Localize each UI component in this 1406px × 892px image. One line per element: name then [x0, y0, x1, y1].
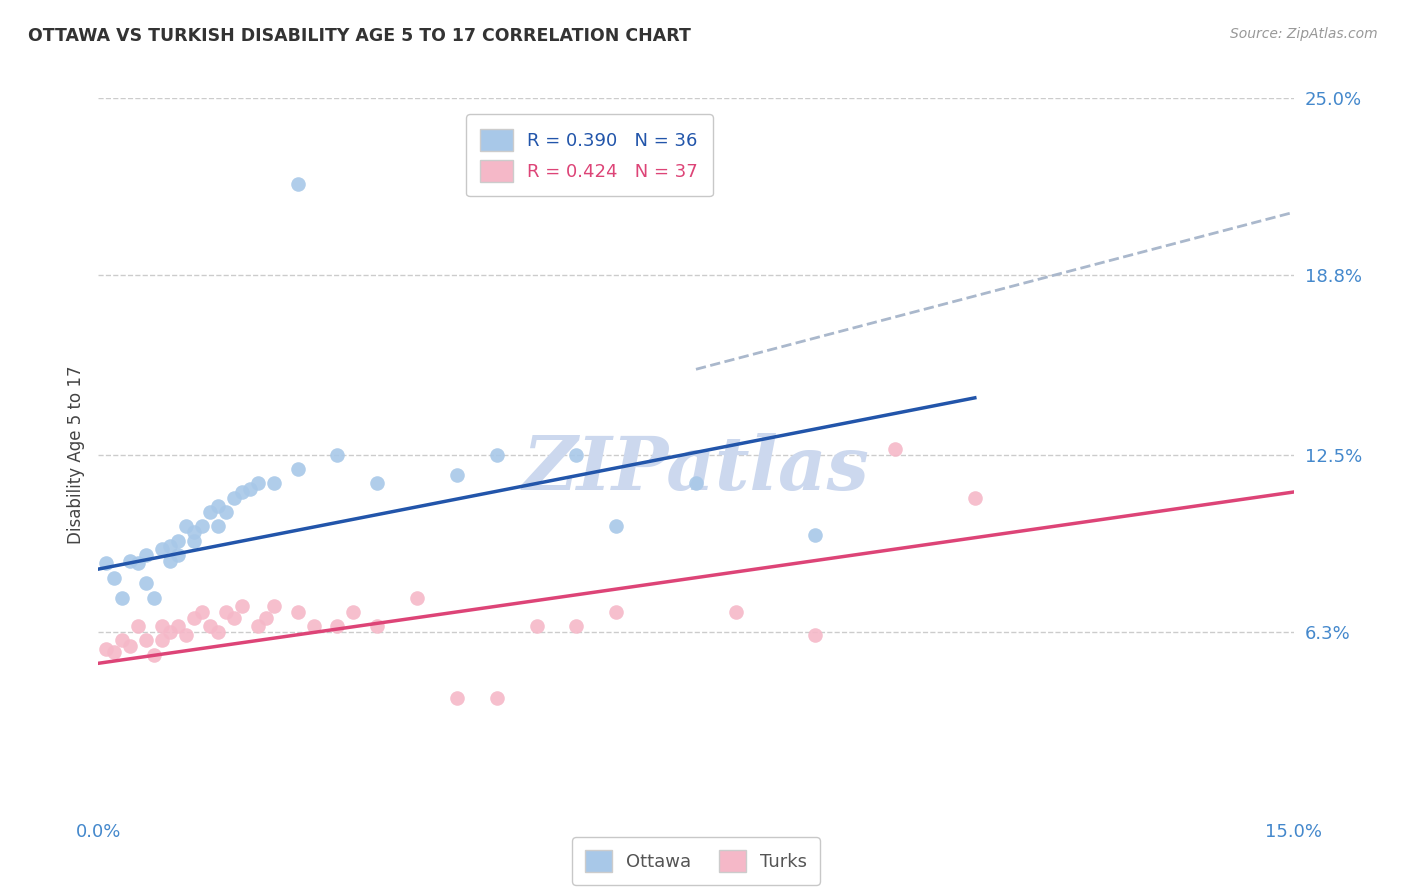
Point [605, 519, 627, 533]
Point [96, 557, 118, 571]
Point [191, 605, 214, 619]
Point [127, 557, 149, 571]
Point [804, 628, 827, 642]
Point [302, 619, 325, 633]
Point [326, 448, 349, 462]
Point [446, 467, 468, 482]
Point [406, 591, 429, 605]
Point [191, 519, 214, 533]
Point [884, 442, 907, 457]
Point [167, 533, 190, 548]
Point [159, 553, 181, 567]
Point [111, 591, 134, 605]
Legend: Ottawa, Turks: Ottawa, Turks [572, 838, 820, 885]
Point [135, 548, 157, 562]
Point [174, 519, 197, 533]
Point [198, 619, 221, 633]
Point [485, 448, 508, 462]
Point [526, 619, 548, 633]
Point [103, 645, 125, 659]
Point [198, 505, 221, 519]
Point [207, 500, 229, 514]
Point [605, 605, 627, 619]
Point [366, 619, 388, 633]
Point [215, 505, 238, 519]
Point [127, 619, 149, 633]
Point [565, 448, 588, 462]
Point [159, 539, 181, 553]
Point [246, 476, 269, 491]
Point [287, 462, 309, 476]
Point [326, 619, 349, 633]
Point [143, 648, 166, 662]
Point [207, 624, 229, 639]
Point [183, 610, 205, 624]
Point [96, 642, 118, 657]
Point [215, 605, 238, 619]
Point [485, 690, 508, 705]
Point [150, 633, 173, 648]
Point [174, 628, 197, 642]
Y-axis label: Disability Age 5 to 17: Disability Age 5 to 17 [66, 366, 84, 544]
Text: OTTAWA VS TURKISH DISABILITY AGE 5 TO 17 CORRELATION CHART: OTTAWA VS TURKISH DISABILITY AGE 5 TO 17… [28, 27, 690, 45]
Point [263, 476, 285, 491]
Point [167, 619, 190, 633]
Text: Source: ZipAtlas.com: Source: ZipAtlas.com [1230, 27, 1378, 41]
Point [231, 485, 253, 500]
Point [135, 576, 157, 591]
Point [254, 610, 277, 624]
Point [724, 605, 747, 619]
Point [685, 476, 707, 491]
Point [565, 619, 588, 633]
Point [111, 633, 134, 648]
Point [159, 624, 181, 639]
Point [287, 605, 309, 619]
Point [246, 619, 269, 633]
Point [103, 571, 125, 585]
Point [222, 491, 245, 505]
Point [150, 542, 173, 557]
Point [963, 491, 986, 505]
Point [222, 610, 245, 624]
Point [342, 605, 364, 619]
Point [183, 524, 205, 539]
Point [120, 553, 142, 567]
Point [287, 177, 309, 191]
Point [239, 482, 262, 496]
Point [150, 619, 173, 633]
Point [183, 533, 205, 548]
Text: ZIPatlas: ZIPatlas [523, 433, 869, 506]
Point [446, 690, 468, 705]
Point [231, 599, 253, 614]
Point [207, 519, 229, 533]
Point [135, 633, 157, 648]
Point [366, 476, 388, 491]
Point [263, 599, 285, 614]
Point [120, 639, 142, 653]
Point [143, 591, 166, 605]
Point [167, 548, 190, 562]
Point [804, 528, 827, 542]
